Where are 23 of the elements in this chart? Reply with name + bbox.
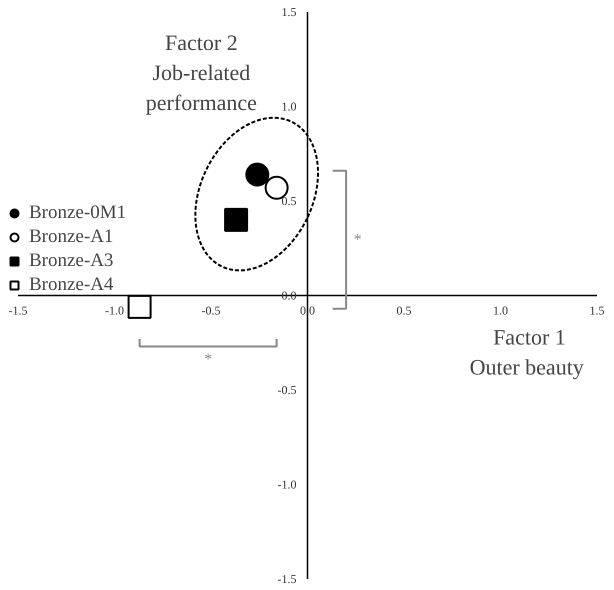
y-tick-label: -1.0: [278, 477, 297, 492]
y-tick-label: -1.5: [278, 572, 297, 586]
y-tick-label: 0.5: [282, 194, 296, 208]
point: [224, 208, 248, 232]
x-tick-label: 0.5: [396, 304, 412, 318]
y-tick-label: 1.5: [282, 5, 296, 20]
y-tick-label: 1.0: [282, 100, 296, 114]
x-tick-label: -1.5: [8, 304, 28, 318]
legend-label: Bronze-A3: [29, 250, 114, 272]
annotation: *: [204, 351, 212, 368]
x-axis-title: Factor 1 Outer beauty: [470, 324, 584, 380]
y-axis-title: Factor 2 Job-related performance: [146, 30, 257, 116]
point: [245, 162, 270, 187]
x-tick-label: -1.0: [105, 304, 124, 318]
annotation: *: [354, 231, 362, 248]
x-tick-label: 1.0: [492, 304, 508, 318]
legend-label: Bronze-0M1: [29, 202, 126, 224]
x-tick-label: -0.5: [202, 304, 221, 318]
legend-label: Bronze-A1: [29, 226, 114, 248]
y-tick-label: -0.5: [278, 382, 297, 397]
point: [128, 294, 152, 319]
x-tick-label: 1.5: [589, 304, 604, 318]
legend-label: Bronze-A4: [29, 274, 114, 296]
